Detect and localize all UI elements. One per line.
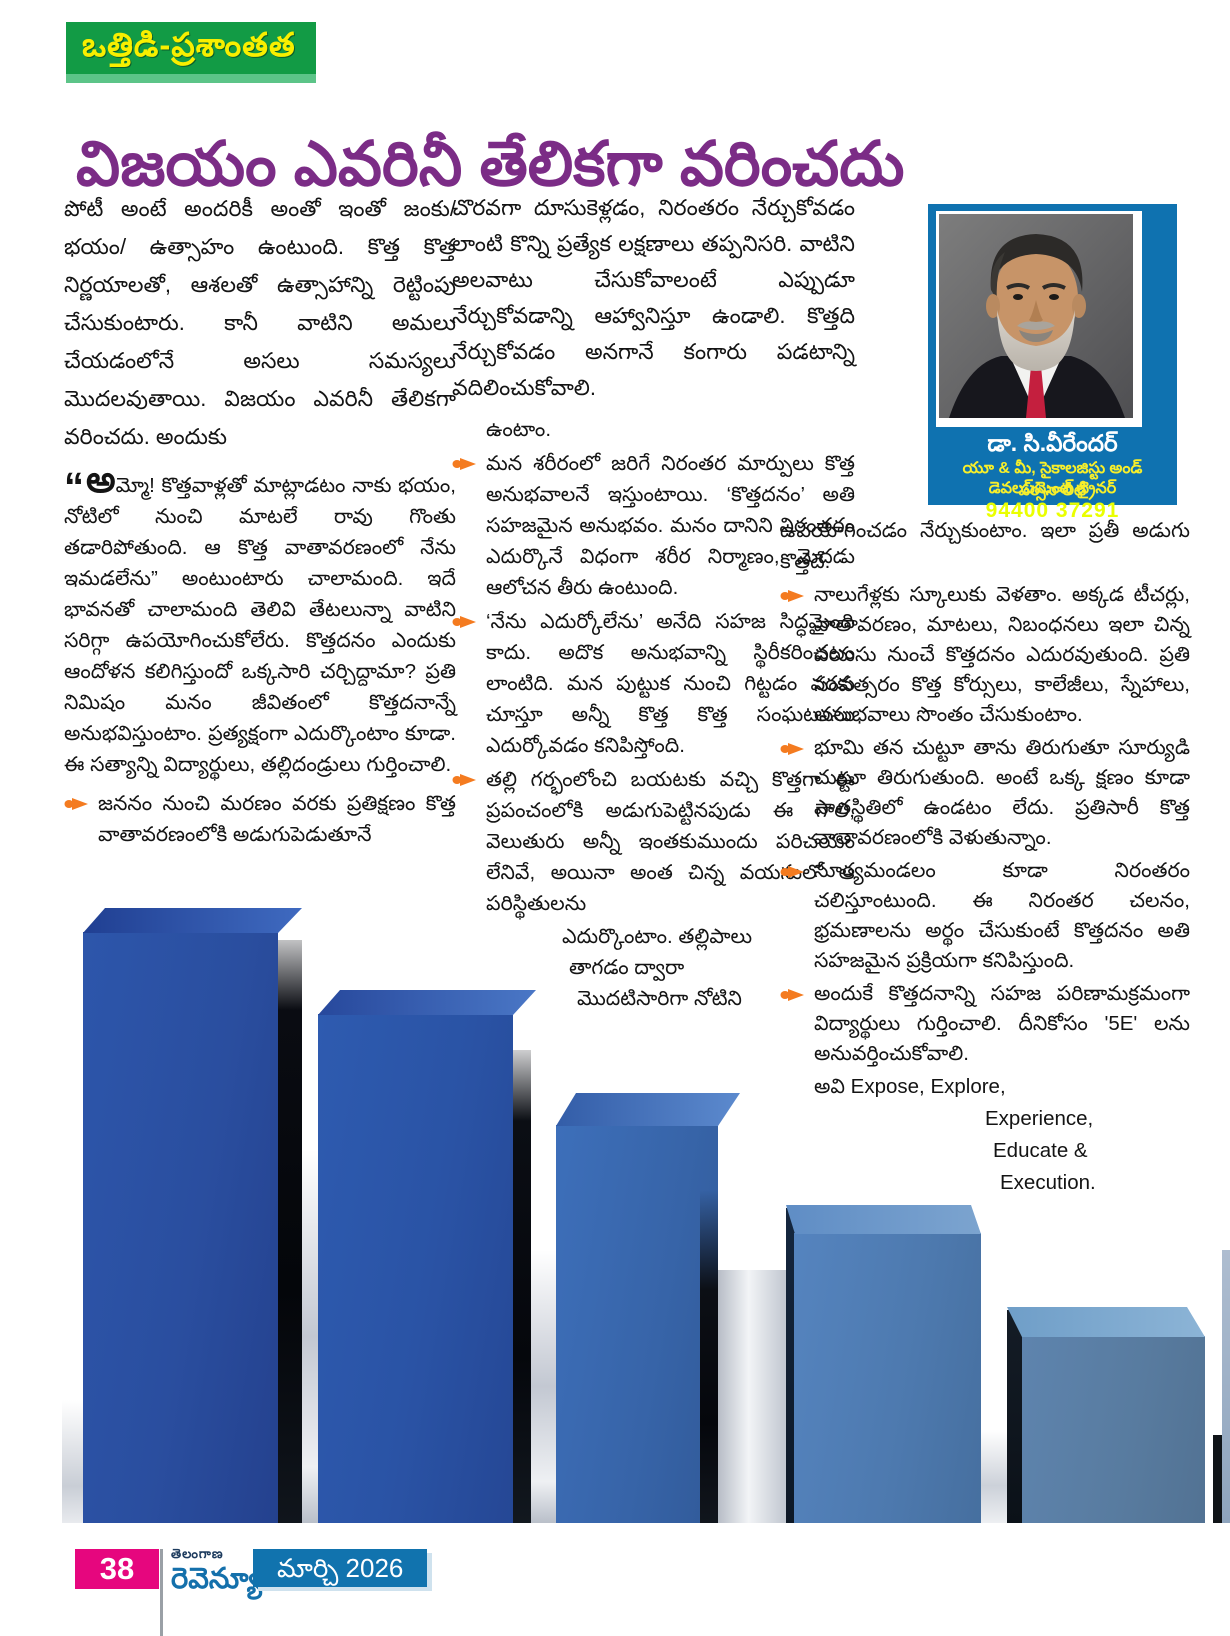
bar-step-3-front bbox=[556, 1125, 718, 1523]
silver-gap bbox=[718, 1270, 786, 1523]
bar-step-2-front bbox=[318, 1014, 513, 1523]
bar-step-2-shadow bbox=[513, 1050, 531, 1523]
author-photo bbox=[936, 211, 1142, 427]
page-number-badge: 38 bbox=[75, 1549, 159, 1589]
arrow-bullet-icon bbox=[780, 580, 805, 730]
wrapped-line: తాగడం ద్వారా bbox=[569, 956, 685, 979]
bullet-text: తల్లి గర్భంలోంచి బయటకు వచ్చి కొత్తగా ఈ ప… bbox=[486, 768, 855, 915]
magazine-logo-name: రెవెన్యూ bbox=[171, 1563, 262, 1595]
author-role-line1: యూ & మీ, సైకాలజిస్టు అండ్ పర్సనాలిటీ bbox=[962, 460, 1143, 499]
bullet-item: నాలుగేళ్లకు స్కూలుకు వెళతాం. అక్కడ టీచర్… bbox=[780, 580, 1190, 730]
bullet-item: ‘నేను ఎదుర్కోలేను’ అనేది సహజ సిద్ధమైంది … bbox=[452, 606, 855, 761]
arrow-bullet-icon bbox=[452, 448, 477, 603]
bullet-text: జననం నుంచి మరణం వరకు ప్రతిక్షణం కొత్త వా… bbox=[98, 792, 456, 846]
footer-divider-line bbox=[160, 1549, 163, 1636]
wrapped-line: అవి Expose, Explore, bbox=[814, 1075, 1006, 1098]
text-column-3: ఉపయోగించడం నేర్చుకుంటాం. ఇలా ప్రతీ అడుగు… bbox=[780, 515, 1190, 1199]
wrapped-line: Educate & bbox=[993, 1139, 1088, 1162]
bar-step-4-top bbox=[786, 1205, 981, 1234]
bar-step-3-shadow bbox=[700, 1190, 718, 1523]
silver-gap bbox=[531, 1250, 556, 1523]
bullet-item: తల్లి గర్భంలోంచి బయటకు వచ్చి కొత్తగా ఈ ప… bbox=[452, 764, 855, 919]
arrow-bullet-icon bbox=[452, 764, 477, 919]
page-title: విజయం ఎవరినీ తేలికగా వరించదు bbox=[76, 129, 905, 199]
wrapped-line: Experience, bbox=[985, 1107, 1094, 1130]
drop-cap: అ bbox=[86, 459, 116, 500]
wrapped-line: ఎదుర్కొంటాం. తల్లిపాలు bbox=[562, 925, 753, 948]
bullet-text: నాలుగేళ్లకు స్కూలుకు వెళతాం. అక్కడ టీచర్… bbox=[814, 583, 1190, 726]
bar-step-3-top bbox=[556, 1093, 740, 1126]
edge-bar-sliver bbox=[1222, 1250, 1230, 1523]
arrow-bullet-icon bbox=[452, 606, 477, 761]
bullet-item: సూర్యమండలం కూడా నిరంతరం చలిస్తూంటుంది. ఈ… bbox=[780, 856, 1190, 976]
bar-step-4-front bbox=[794, 1233, 981, 1523]
open-quote: “ bbox=[64, 465, 84, 509]
author-role-line2: డెవలప్‌మెంట్ ట్రైనర్ bbox=[988, 480, 1117, 497]
bar-step-2-top bbox=[318, 990, 536, 1015]
quote-text: మ్మో! కొత్తవాళ్లతో మాట్లాడటం నాకు భయం, న… bbox=[64, 474, 456, 776]
bar-step-5-front bbox=[1022, 1336, 1205, 1523]
bullet-item: భూమి తన చుట్టూ తాను తిరుగుతూ సూర్యుడి చు… bbox=[780, 733, 1190, 853]
bullet-text: ‘నేను ఎదుర్కోలేను’ అనేది సహజ సిద్ధమైంది … bbox=[486, 610, 855, 757]
bar-step-5-top bbox=[1007, 1307, 1205, 1337]
bar-step-4-side bbox=[786, 1208, 795, 1523]
silver-gap bbox=[981, 1430, 1007, 1523]
magazine-logo: తెలంగాణ రెవెన్యూ bbox=[171, 1546, 266, 1603]
bar-step-1-shadow bbox=[278, 940, 302, 1523]
bar-step-1-top bbox=[83, 908, 302, 933]
bullet-item: జననం నుంచి మరణం వరకు ప్రతిక్షణం కొత్త వా… bbox=[64, 788, 456, 850]
section-tag-label: ఒత్తిడి-ప్రశాంతత bbox=[82, 26, 296, 63]
silver-gap bbox=[302, 1150, 318, 1523]
continuation-paragraph: ఉపయోగించడం నేర్చుకుంటాం. ఇలా ప్రతీ అడుగు… bbox=[780, 519, 1190, 573]
bullet-text: అందుకే కొత్తదనాన్ని సహజ పరిణామక్రమంగా వి… bbox=[814, 982, 1190, 1065]
arrow-bullet-icon bbox=[780, 979, 805, 1069]
bar-step-5-side bbox=[1007, 1310, 1022, 1523]
continuation-line: ఉంటాం. bbox=[486, 418, 552, 441]
paragraph: చొరవగా దూసుకెళ్లడం, నిరంతరం నేర్చుకోవడం … bbox=[452, 195, 855, 400]
bullet-text: భూమి తన చుట్టూ తాను తిరుగుతూ సూర్యుడి చు… bbox=[814, 736, 1190, 849]
paragraph: పోటీ అంటే అందరికీ అంతో ఇంతో జంకు/భయం/ ఉత… bbox=[64, 196, 456, 449]
section-tag-badge: ఒత్తిడి-ప్రశాంతత bbox=[66, 22, 316, 83]
bullet-item: మన శరీరంలో జరిగే నిరంతర మార్పులు కొత్త అ… bbox=[452, 448, 855, 603]
bullet-item: అందుకే కొత్తదనాన్ని సహజ పరిణామక్రమంగా వి… bbox=[780, 979, 1190, 1069]
arrow-bullet-icon bbox=[780, 856, 805, 976]
author-name: డా. సి.వీరేందర్ bbox=[987, 430, 1118, 456]
bullet-text: మన శరీరంలో జరిగే నిరంతర మార్పులు కొత్త అ… bbox=[486, 452, 855, 599]
magazine-logo-top: తెలంగాణ bbox=[171, 1546, 224, 1561]
wrapped-line: Execution. bbox=[1000, 1171, 1096, 1194]
text-column-1: పోటీ అంటే అందరికీ అంతో ఇంతో జంకు/భయం/ ఉత… bbox=[64, 190, 456, 852]
text-column-2: చొరవగా దూసుకెళ్లడం, నిరంతరం నేర్చుకోవడం … bbox=[452, 190, 855, 1014]
author-phone: 94400 37291 bbox=[985, 499, 1120, 522]
author-box: డా. సి.వీరేందర్ యూ & మీ, సైకాలజిస్టు అండ… bbox=[928, 204, 1177, 522]
issue-date-badge: మార్చి 2026 bbox=[253, 1549, 428, 1587]
arrow-bullet-icon bbox=[64, 788, 89, 850]
edge-bar-sliver-dark bbox=[1213, 1435, 1222, 1523]
bullet-text: సూర్యమండలం కూడా నిరంతరం చలిస్తూంటుంది. ఈ… bbox=[814, 859, 1190, 972]
quote-paragraph: “అమ్మో! కొత్తవాళ్లతో మాట్లాడటం నాకు భయం,… bbox=[64, 461, 456, 780]
silver-gap bbox=[62, 1400, 83, 1523]
arrow-bullet-icon bbox=[780, 733, 805, 853]
wrapped-line: మొదటిసారిగా నోటిని bbox=[577, 987, 742, 1010]
bar-step-1-front bbox=[83, 932, 278, 1523]
